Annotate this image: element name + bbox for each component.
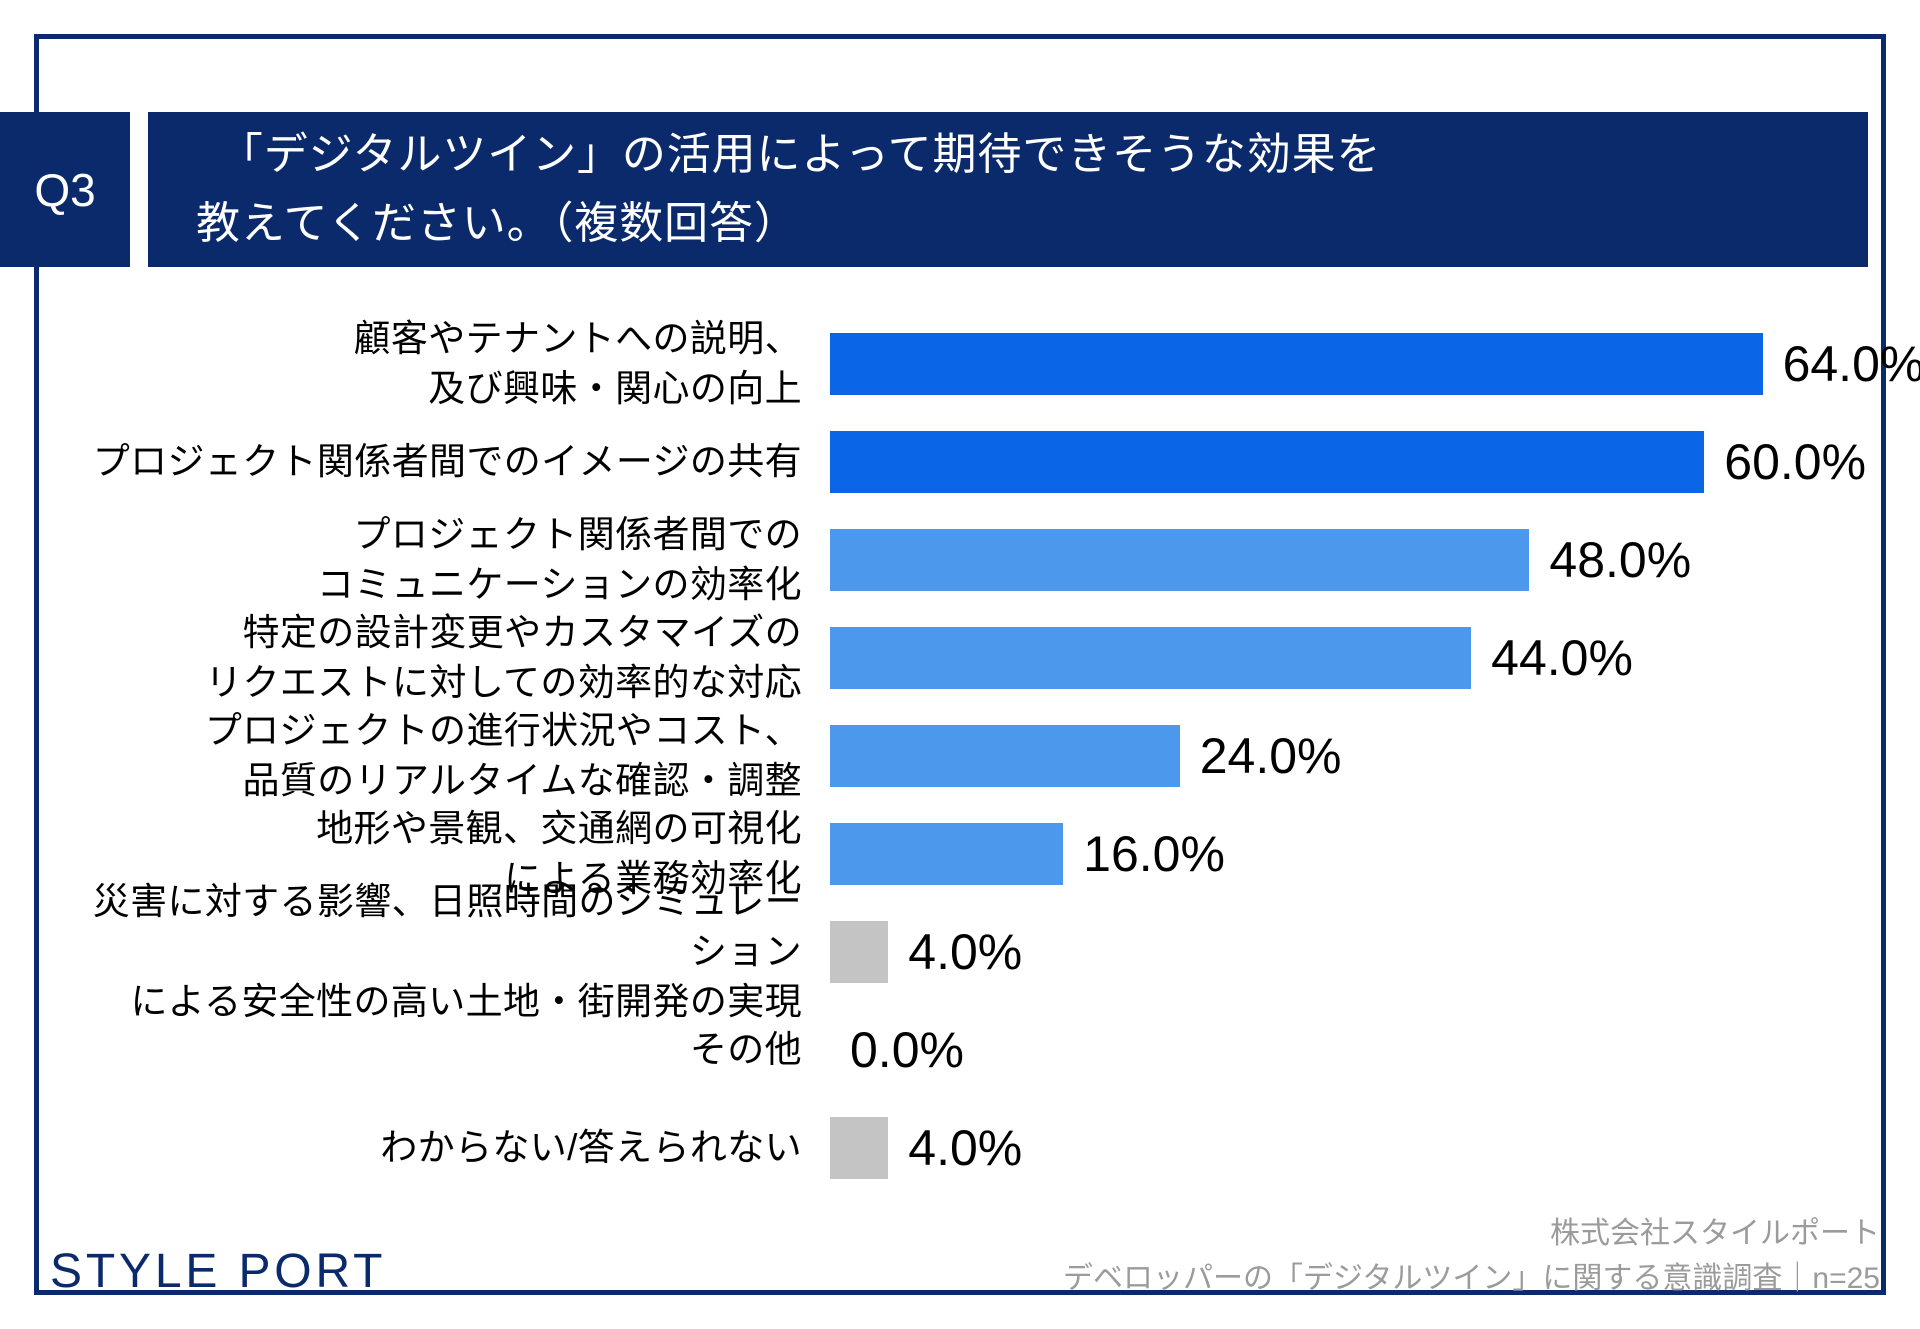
footnote-line1: 株式会社スタイルポート <box>1063 1211 1880 1256</box>
bar-label-line1: プロジェクトの進行状況やコスト、 <box>60 706 802 756</box>
bar-area: 16.0% <box>830 823 1850 885</box>
bar-label: わからない/答えられない <box>60 1123 830 1173</box>
chart-row: わからない/答えられない 4.0% <box>60 1099 1860 1197</box>
bar-label-line1: 地形や景観、交通網の可視化 <box>60 804 802 854</box>
bar <box>830 823 1063 885</box>
bar-area: 0.0% <box>830 1019 1850 1081</box>
bar-label: プロジェクトの進行状況やコスト、品質のリアルタイムな確認・調整 <box>60 706 830 806</box>
brand-logo: STYLE PORT <box>50 1244 386 1299</box>
bar-value: 16.0% <box>1083 825 1225 883</box>
bar-area: 4.0% <box>830 921 1850 983</box>
bar-value: 64.0% <box>1783 335 1920 393</box>
bar-label-line1: 顧客やテナントへの説明、 <box>60 314 802 364</box>
chart-row: プロジェクト関係者間でのコミュニケーションの効率化 48.0% <box>60 511 1860 609</box>
bar-label-line2: 品質のリアルタイムな確認・調整 <box>60 756 802 806</box>
bar-area: 48.0% <box>830 529 1850 591</box>
footnote-line2: デベロッパーの「デジタルツイン」に関する意識調査｜n=25 <box>1063 1256 1880 1301</box>
chart-row: 顧客やテナントへの説明、及び興味・関心の向上64.0% <box>60 315 1860 413</box>
chart-row: 特定の設計変更やカスタマイズのリクエストに対しての効率的な対応 44.0% <box>60 609 1860 707</box>
bar-label-line1: 災害に対する影響、日照時間のシミュレーション <box>60 877 802 977</box>
bar-label: 特定の設計変更やカスタマイズのリクエストに対しての効率的な対応 <box>60 608 830 708</box>
chart-row: その他 0.0% <box>60 1001 1860 1099</box>
bar-label: その他 <box>60 1025 830 1075</box>
bar-area: 4.0% <box>830 1117 1850 1179</box>
bar-value: 44.0% <box>1491 629 1633 687</box>
bar-label-line1: 特定の設計変更やカスタマイズの <box>60 608 802 658</box>
bar <box>830 921 888 983</box>
chart-row: プロジェクトの進行状況やコスト、品質のリアルタイムな確認・調整 24.0% <box>60 707 1860 805</box>
question-title-line1: 「デジタルツイン」の活用によって期待できそうな効果を <box>196 121 1868 189</box>
bar-value: 48.0% <box>1549 531 1691 589</box>
bar-value: 4.0% <box>908 1119 1022 1177</box>
question-title-band: 「デジタルツイン」の活用によって期待できそうな効果を 教えてください。（複数回答… <box>148 112 1868 267</box>
bar-label: プロジェクト関係者間でのコミュニケーションの効率化 <box>60 510 830 610</box>
bar-area: 60.0% <box>830 431 1850 493</box>
question-number-badge: Q3 <box>0 112 130 267</box>
bar-area: 24.0% <box>830 725 1850 787</box>
footnote: 株式会社スタイルポート デベロッパーの「デジタルツイン」に関する意識調査｜n=2… <box>1063 1211 1880 1301</box>
bar-label-line2: 及び興味・関心の向上 <box>60 364 802 414</box>
bar <box>830 1117 888 1179</box>
bar-label: プロジェクト関係者間でのイメージの共有 <box>60 437 830 487</box>
bar-area: 44.0% <box>830 627 1850 689</box>
question-number-text: Q3 <box>34 163 95 217</box>
bar <box>830 529 1529 591</box>
bar-value: 24.0% <box>1200 727 1342 785</box>
brand-logo-text: STYLE PORT <box>50 1245 386 1298</box>
bar <box>830 333 1763 395</box>
bar-value: 0.0% <box>850 1021 964 1079</box>
bar <box>830 627 1471 689</box>
chart-row: プロジェクト関係者間でのイメージの共有60.0% <box>60 413 1860 511</box>
bar-label-line2: コミュニケーションの効率化 <box>60 560 802 610</box>
bar-value: 60.0% <box>1724 433 1866 491</box>
question-title-line2: 教えてください。（複数回答） <box>196 190 1868 258</box>
bar-label-line2: リクエストに対しての効率的な対応 <box>60 658 802 708</box>
bar-label: 顧客やテナントへの説明、及び興味・関心の向上 <box>60 314 830 414</box>
chart-row: 災害に対する影響、日照時間のシミュレーションによる安全性の高い土地・街開発の実現… <box>60 903 1860 1001</box>
bar-chart: 顧客やテナントへの説明、及び興味・関心の向上64.0%プロジェクト関係者間でのイ… <box>60 315 1860 1195</box>
bar <box>830 431 1704 493</box>
bar-label-line1: プロジェクト関係者間での <box>60 510 802 560</box>
bar-value: 4.0% <box>908 923 1022 981</box>
bar <box>830 725 1180 787</box>
bar-area: 64.0% <box>830 333 1850 395</box>
